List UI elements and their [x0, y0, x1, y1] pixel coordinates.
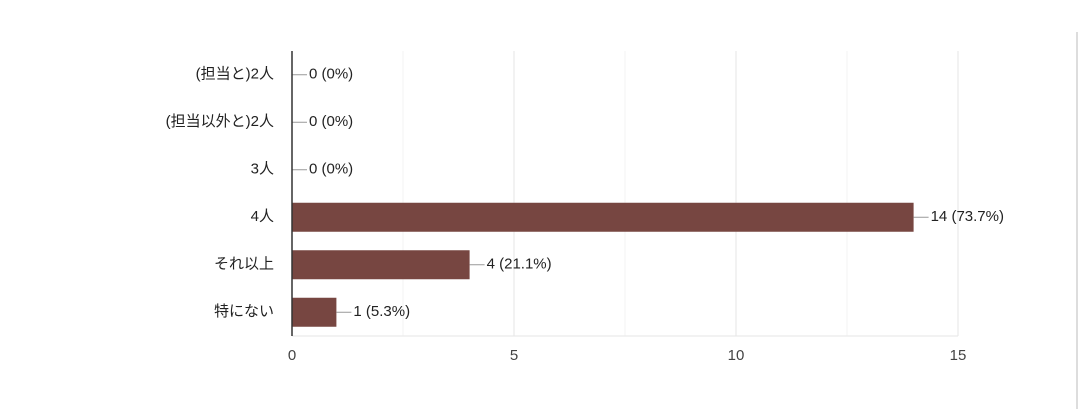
value-label: 0 (0%)	[309, 161, 353, 178]
value-label: 0 (0%)	[309, 66, 353, 83]
value-label: 0 (0%)	[309, 113, 353, 130]
value-label: 14 (73.7%)	[931, 208, 1004, 225]
value-label: 1 (5.3%)	[353, 303, 410, 320]
bar	[292, 202, 914, 232]
bar	[292, 297, 337, 327]
value-label: 4 (21.1%)	[487, 256, 552, 273]
x-tick-label: 10	[728, 347, 745, 364]
y-tick-label: それ以上	[214, 256, 274, 273]
y-tick-label: 特にない	[214, 303, 274, 320]
x-tick-label: 15	[950, 347, 967, 364]
y-tick-label: 4人	[251, 208, 274, 225]
x-tick-label: 0	[288, 347, 296, 364]
x-tick-label: 5	[510, 347, 518, 364]
y-tick-label: 3人	[251, 161, 274, 178]
bar	[292, 250, 470, 280]
y-tick-label: (担当以外と)2人	[166, 113, 274, 130]
y-tick-label: (担当と)2人	[196, 66, 274, 83]
